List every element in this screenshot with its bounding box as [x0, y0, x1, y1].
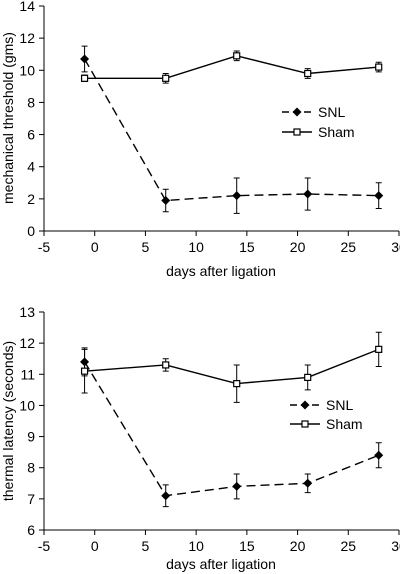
thermal-latency-chart: -5 0 5 10 15 20 25 30 6 7 8 9 10 11 12 13 days after li…: [0, 304, 400, 572]
y-tick-label: 6: [27, 522, 35, 538]
x-tick-label: 5: [142, 538, 150, 554]
y-axis-title: thermal latency (seconds): [0, 341, 16, 501]
x-tick-label: 30: [391, 538, 400, 554]
y-tick-label: 14: [19, 0, 35, 14]
data-point-sham: [233, 380, 241, 388]
y-tick-label: 13: [19, 304, 35, 320]
legend-marker-snl: [300, 400, 310, 410]
data-point-sham: [375, 345, 383, 353]
data-point-snl: [161, 491, 171, 501]
x-tick-label: 10: [188, 239, 204, 255]
y-axis-title: mechanical threshold (gms): [0, 32, 16, 204]
x-tick-label: 0: [91, 538, 99, 554]
y-tick-label: 7: [27, 491, 35, 507]
data-point-snl: [374, 450, 384, 460]
legend-label-sham: Sham: [326, 416, 363, 432]
x-axis-title: days after ligation: [166, 556, 276, 572]
x-tick-label: 20: [290, 239, 306, 255]
series-line-sham: [84, 348, 379, 385]
chart-legend: SNL Sham: [282, 104, 355, 140]
x-axis-title: days after ligation: [166, 263, 276, 279]
y-tick-label: 10: [19, 62, 35, 78]
y-tick-label: 8: [27, 460, 35, 476]
x-tick-label: 0: [91, 239, 99, 255]
x-tick-label: -5: [38, 538, 51, 554]
data-point-sham: [375, 63, 383, 71]
data-point-snl: [303, 189, 313, 199]
x-tick-label: -5: [38, 239, 51, 255]
x-tick-label: 15: [239, 538, 255, 554]
y-tick-label: 10: [19, 397, 35, 413]
chart-ticks: [39, 311, 400, 535]
chart-ticks: [39, 5, 400, 236]
legend-marker-snl: [292, 107, 302, 117]
x-tick-label: 10: [188, 538, 204, 554]
data-point-sham: [233, 52, 241, 60]
data-point-sham: [80, 367, 89, 375]
legend-marker-sham: [293, 128, 301, 136]
data-point-snl: [303, 478, 313, 488]
legend-label-snl: SNL: [318, 104, 345, 120]
data-point-snl: [161, 195, 171, 205]
y-tick-label: 8: [27, 94, 35, 110]
y-tick-label: 11: [20, 366, 35, 382]
mechanical-threshold-chart: -505101520253002468101214 days after lig…: [0, 0, 400, 279]
chart-series: [80, 45, 384, 214]
data-point-snl: [80, 54, 90, 64]
chart-series: [80, 331, 384, 508]
chart-legend: SNL Sham: [290, 397, 363, 432]
y-tick-label: 0: [27, 223, 35, 239]
data-point-sham: [162, 361, 170, 369]
y-tick-label: 9: [27, 429, 35, 445]
data-point-sham: [162, 74, 170, 82]
series-line-snl: [83, 58, 379, 202]
legend-label-sham: Sham: [318, 124, 355, 140]
data-point-sham: [304, 69, 312, 78]
data-point-sham: [80, 74, 89, 82]
chart-axes: [43, 312, 399, 531]
data-point-snl: [232, 191, 242, 201]
y-tick-label: 4: [27, 159, 35, 175]
chart-tick-labels: -5 0 5 10 15 20 25 30 6 7 8 9 10 11 12 13: [19, 304, 400, 554]
x-tick-label: 25: [340, 239, 356, 255]
x-tick-label: 15: [239, 239, 255, 255]
data-point-snl: [374, 191, 384, 201]
chart-axes: [43, 6, 399, 232]
legend-marker-sham: [301, 420, 309, 428]
data-point-sham: [304, 373, 312, 381]
y-tick-label: 6: [27, 127, 35, 143]
x-tick-label: 20: [290, 538, 306, 554]
data-point-snl: [232, 481, 242, 491]
series-line-sham: [84, 55, 379, 80]
y-tick-label: 12: [19, 335, 35, 351]
y-tick-label: 2: [27, 191, 35, 207]
chart-tick-labels: -505101520253002468101214: [19, 0, 400, 255]
x-tick-label: 30: [391, 239, 400, 255]
legend-label-snl: SNL: [326, 397, 353, 413]
x-tick-label: 25: [340, 538, 356, 554]
y-tick-label: 12: [19, 30, 35, 46]
x-tick-label: 5: [142, 239, 150, 255]
